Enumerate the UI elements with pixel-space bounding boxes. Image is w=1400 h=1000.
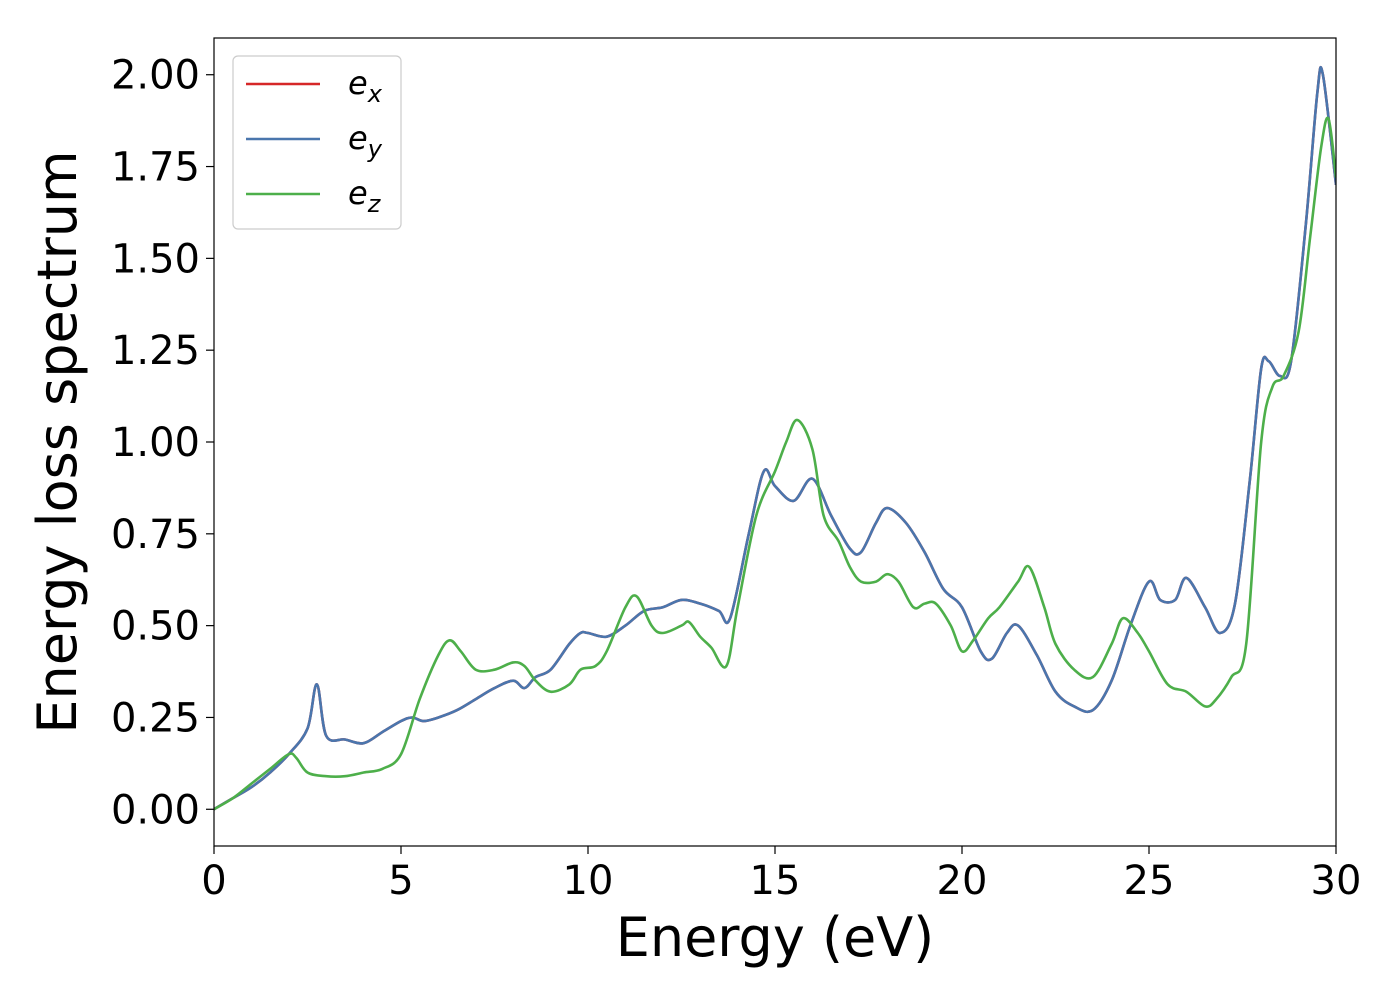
x-axis-title: Energy (eV) [616, 906, 935, 969]
legend-label-ey: ey [348, 119, 383, 163]
series-line-ez [214, 116, 1336, 811]
y-tick-label: 1.75 [111, 145, 200, 191]
x-tick-label: 0 [201, 858, 226, 904]
x-axis: 0 5 10 15 20 25 30 [201, 846, 1361, 904]
y-axis: 0.00 0.25 0.50 0.75 1.00 1.25 1.50 1.75 2.00 [111, 53, 214, 833]
series-layer [214, 66, 1336, 811]
legend-box [232, 55, 402, 230]
series-line-ey [214, 66, 1336, 811]
y-tick-label: 0.75 [111, 512, 200, 558]
legend-label-ez: ez [348, 174, 382, 218]
y-tick-label: 1.25 [111, 328, 200, 374]
x-tick-label: 10 [563, 858, 614, 904]
legend-label-subscript: z [367, 190, 382, 218]
x-tick-label: 25 [1124, 858, 1175, 904]
x-tick-label: 15 [750, 858, 801, 904]
y-tick-label: 0.50 [111, 604, 200, 650]
y-axis-title: Energy loss spectrum [26, 150, 89, 733]
legend-label-subscript: y [367, 135, 383, 163]
y-tick-label: 0.00 [111, 787, 200, 833]
x-tick-label: 5 [388, 858, 413, 904]
y-tick-label: 1.00 [111, 420, 200, 466]
y-tick-label: 1.50 [111, 236, 200, 282]
y-tick-label: 2.00 [111, 53, 200, 99]
x-tick-label: 20 [937, 858, 988, 904]
x-tick-label: 30 [1311, 858, 1362, 904]
legend-label-subscript: x [367, 80, 383, 108]
legend-label-ex: ex [348, 64, 383, 108]
legend-label-base: e [348, 64, 368, 102]
legend-label-base: e [348, 119, 368, 157]
legend-label-base: e [348, 174, 368, 212]
y-tick-label: 0.25 [111, 695, 200, 741]
